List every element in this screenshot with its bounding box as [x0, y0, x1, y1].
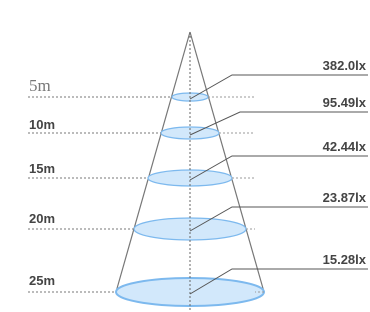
distance-label: 25m	[29, 273, 55, 288]
distance-label: 5m	[29, 76, 51, 95]
illuminance-label: 23.87lx	[323, 190, 367, 205]
distance-label: 10m	[29, 117, 55, 132]
cone-edge	[190, 32, 264, 292]
illuminance-label: 15.28lx	[323, 252, 367, 267]
cone-edge	[116, 32, 190, 292]
illuminance-diagram: 5m 382.0lx 10m 95.49lx 15m 42.44lx 20m 23.87lx 2…	[0, 0, 370, 312]
distance-label: 15m	[29, 161, 55, 176]
illuminance-label: 42.44lx	[323, 139, 367, 154]
illuminance-label: 95.49lx	[323, 95, 367, 110]
distance-label: 20m	[29, 211, 55, 226]
illuminance-label: 382.0lx	[323, 58, 367, 73]
